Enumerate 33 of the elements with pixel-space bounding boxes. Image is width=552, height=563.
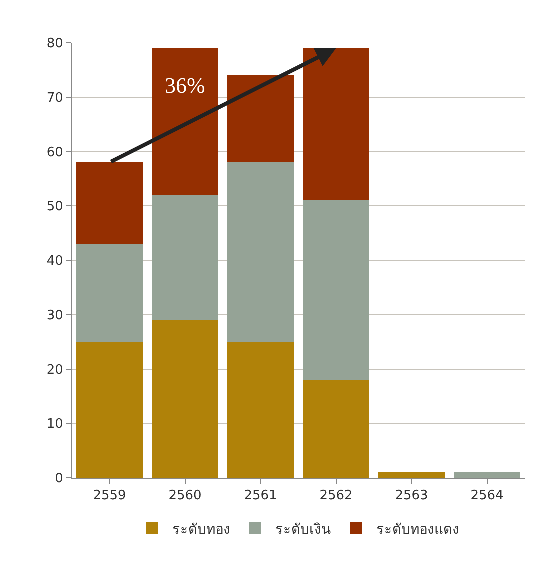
y-tick-label: 20 (46, 362, 64, 378)
bar (152, 195, 218, 320)
legend-label: ระดับทอง (172, 522, 230, 538)
y-tick-label: 0 (55, 472, 64, 487)
x-tick-label: 2563 (395, 488, 428, 504)
legend-label: ระดับทองแดง (376, 522, 460, 538)
bar (76, 162, 143, 244)
bar (228, 342, 294, 478)
y-tick-label: 80 (46, 36, 64, 52)
legend-label: ระดับเงิน (276, 522, 332, 538)
x-tick-label: 2561 (244, 488, 278, 504)
x-tick-label: 2560 (168, 488, 202, 504)
bar (303, 200, 370, 380)
annotation: 36% (165, 73, 206, 98)
y-tick-label: 40 (46, 254, 64, 270)
bar (303, 380, 370, 478)
bar (228, 76, 294, 163)
bar (152, 320, 218, 478)
x-tick-label: 2564 (470, 488, 504, 504)
y-tick-label: 50 (46, 200, 64, 215)
bar (76, 244, 143, 342)
bar (378, 472, 445, 478)
bar (76, 342, 143, 478)
x-tick-label: 2559 (93, 488, 126, 504)
y-tick-label: 70 (46, 90, 64, 106)
x-tick-label: 2562 (320, 488, 353, 504)
bar (152, 48, 218, 196)
bar (454, 472, 520, 478)
y-tick-label: 60 (46, 145, 64, 160)
bar (228, 162, 294, 342)
y-tick-label: 30 (46, 308, 64, 324)
bar (303, 48, 370, 201)
y-tick-label: 10 (46, 417, 64, 432)
